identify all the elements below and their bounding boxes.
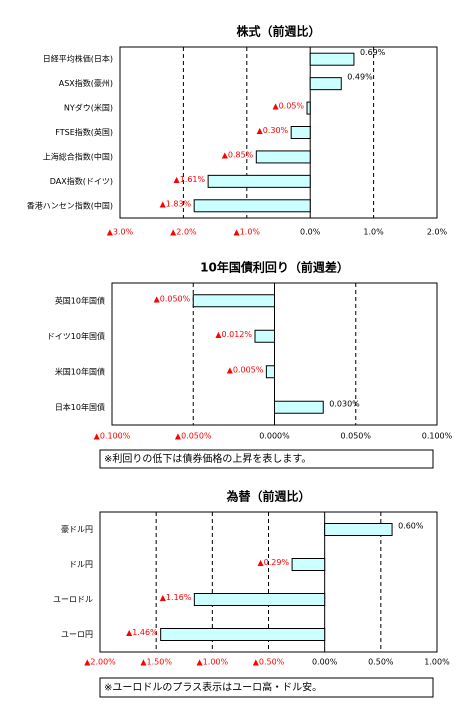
category-label: 上海総合指数(中国): [43, 151, 113, 161]
note-box: [99, 677, 434, 698]
value-label: 0.60%: [398, 522, 424, 531]
category-label: ユーロ円: [61, 630, 93, 639]
value-label: ▲0.012%: [215, 330, 252, 339]
x-tick-label: ▲0.50%: [253, 658, 285, 667]
value-label: ▲1.83%: [160, 199, 192, 208]
x-tick-label: ▲1.50%: [140, 658, 172, 667]
x-tick-label: 0.000%: [259, 432, 290, 441]
value-label: ▲0.005%: [227, 365, 264, 374]
value-label: ▲1.16%: [160, 593, 192, 602]
bar: [265, 365, 275, 379]
category-label: DAX指数(ドイツ): [50, 176, 113, 186]
note: ※ユーロドルのプラス表示はユーロ高・ドル安。: [104, 681, 322, 694]
category-label: ユーロドル: [53, 595, 93, 604]
x-tick-label: ▲1.0%: [234, 228, 261, 237]
category-label: 豪ドル円: [61, 524, 93, 534]
category-label: 香港ハンセン指数(中国): [27, 200, 113, 210]
chart-title: 為替（前週比）: [226, 489, 310, 504]
category-label: FTSE指数(英国): [55, 127, 113, 137]
bar: [290, 126, 311, 139]
x-tick-label: 1.0%: [363, 228, 384, 237]
value-label: ▲0.050%: [154, 294, 191, 303]
x-tick-label: ▲2.00%: [84, 658, 116, 667]
x-tick-label: 0.00%: [312, 658, 338, 667]
value-label: ▲0.30%: [257, 126, 289, 135]
value-label: ▲0.85%: [222, 150, 254, 159]
x-tick-label: 0.50%: [368, 658, 394, 667]
x-tick-label: 0.050%: [340, 432, 371, 441]
category-label: ASX指数(豪州): [59, 78, 113, 88]
bar: [309, 52, 355, 66]
bar: [309, 77, 342, 91]
category-label: 米国10年国債: [55, 366, 105, 376]
value-label: ▲1.46%: [126, 628, 158, 637]
category-label: ドル円: [69, 560, 93, 569]
bar: [193, 593, 326, 606]
note: ※利回りの低下は債券価格の上昇を表します。: [104, 452, 311, 465]
value-label: ▲1.61%: [174, 175, 206, 184]
category-label: 日経平均株価(日本): [43, 54, 113, 64]
category-label: 日本10年国債: [55, 402, 105, 412]
note-box: [99, 449, 434, 469]
chart-title: 10年国債利回り（前週差）: [200, 260, 349, 275]
x-tick-label: ▲0.050%: [175, 432, 212, 441]
bar: [207, 174, 311, 188]
bar: [306, 101, 311, 115]
x-tick-label: ▲1.00%: [197, 658, 229, 667]
bar: [192, 294, 275, 308]
x-tick-label: 0.100%: [422, 432, 453, 441]
x-tick-label: ▲3.0%: [107, 228, 134, 237]
x-tick-label: ▲0.100%: [94, 432, 131, 441]
bar: [193, 199, 311, 213]
plot-area: [119, 46, 438, 219]
x-tick-label: 0.0%: [300, 228, 321, 237]
x-tick-label: 1.00%: [424, 658, 450, 667]
bar: [291, 558, 326, 571]
bar: [160, 628, 326, 641]
x-tick-label: ▲2.0%: [170, 228, 197, 237]
bar: [324, 523, 393, 536]
category-label: 英国10年国債: [55, 295, 105, 305]
value-label: 0.69%: [360, 48, 386, 57]
category-label: ドイツ10年国債: [47, 331, 105, 341]
value-label: ▲0.29%: [258, 558, 290, 567]
value-label: ▲0.05%: [272, 102, 304, 111]
x-tick-label: 2.0%: [427, 228, 448, 237]
bar: [255, 150, 311, 164]
value-label: 0.030%: [329, 399, 360, 408]
bar: [254, 329, 275, 343]
chart-title: 株式（前週比）: [236, 24, 320, 39]
category-label: NYダウ(米国): [64, 103, 113, 113]
bar: [274, 400, 324, 414]
value-label: 0.49%: [347, 72, 373, 81]
